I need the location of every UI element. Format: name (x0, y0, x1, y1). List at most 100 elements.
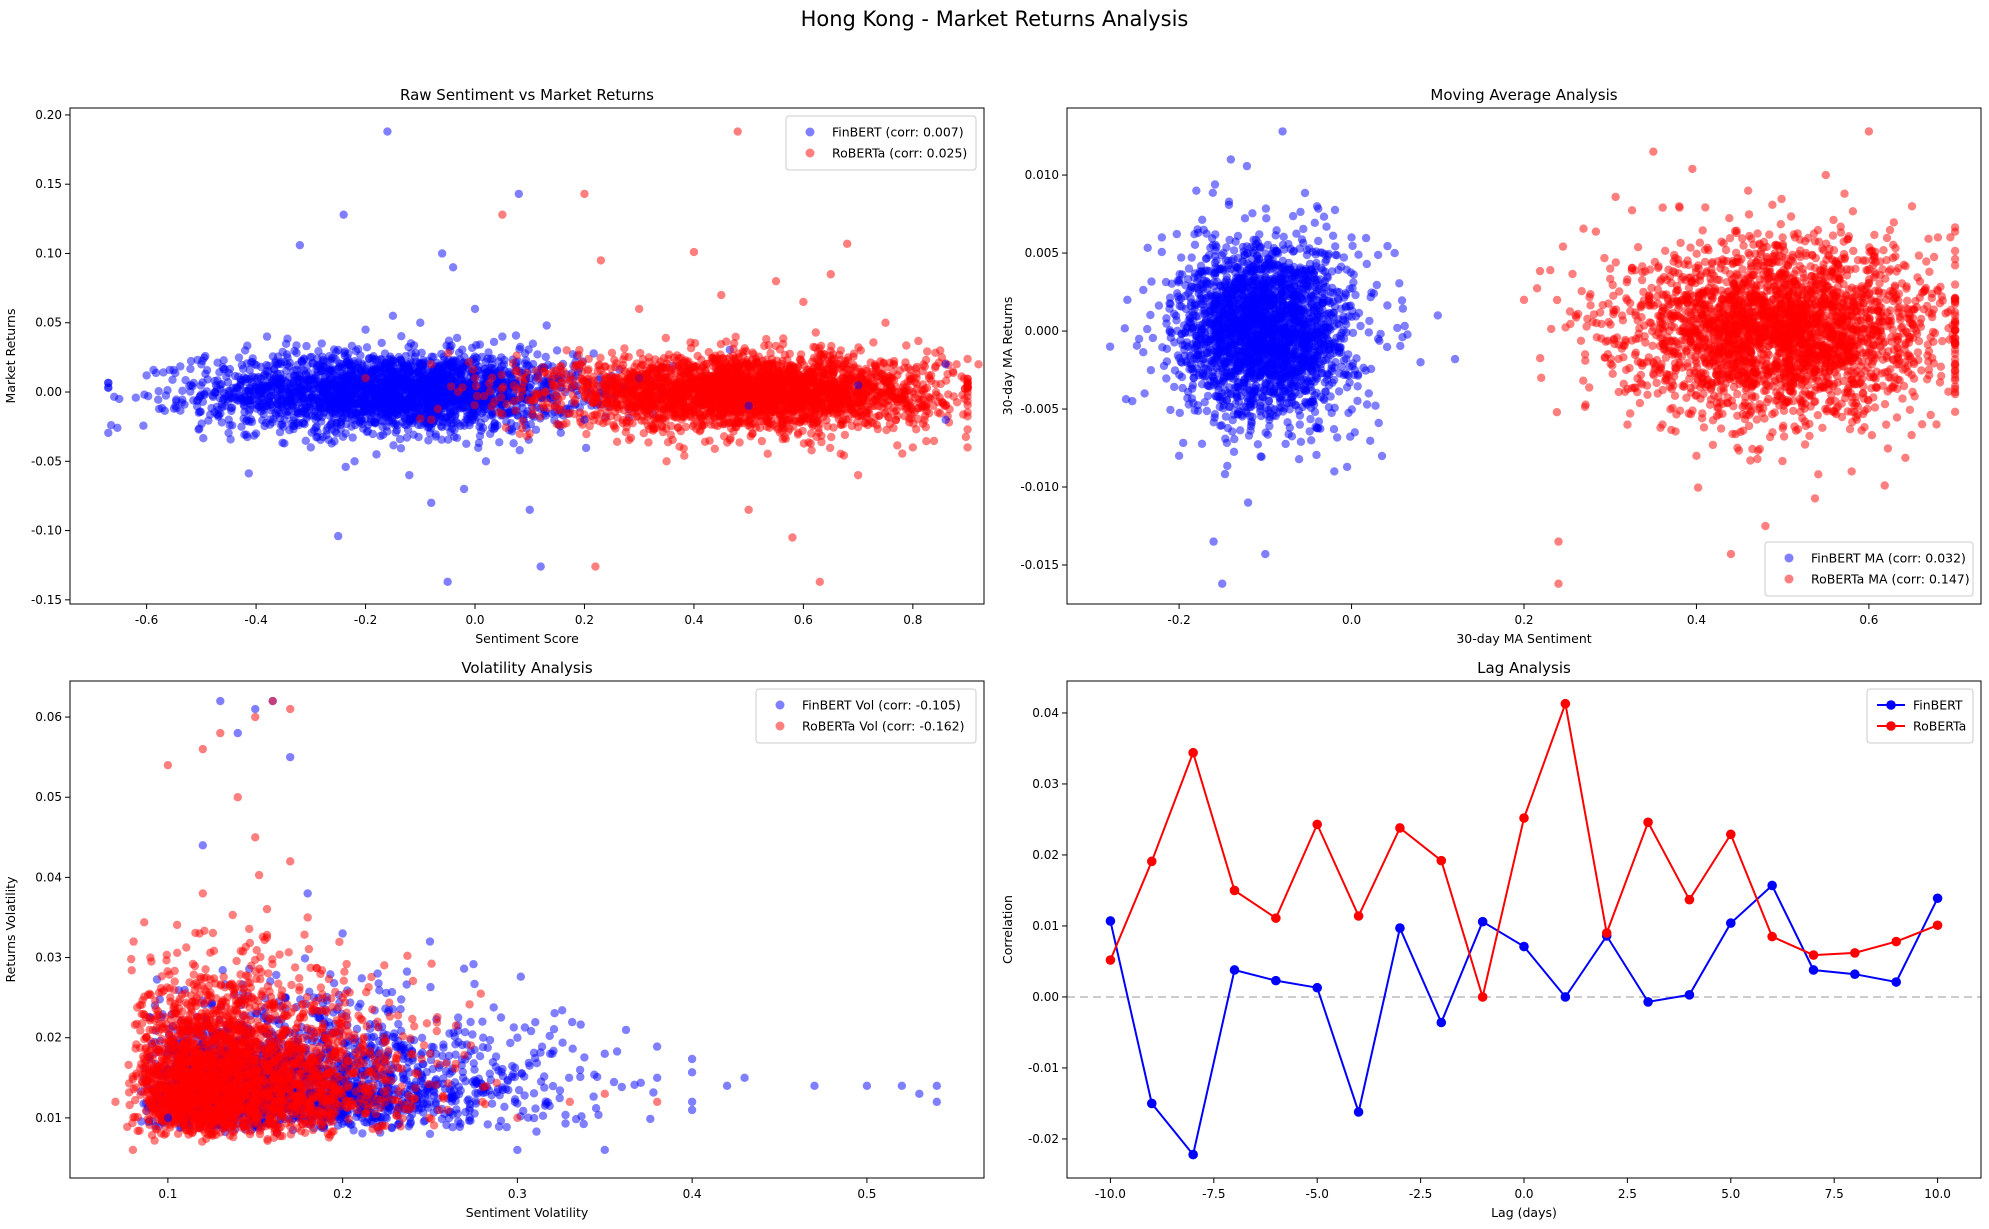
scatter-point (337, 399, 347, 408)
scatter-point (370, 386, 379, 395)
scatter-point (807, 446, 816, 455)
scatter-point (434, 378, 443, 388)
scatter-point (382, 393, 391, 402)
scatter-point (666, 430, 675, 440)
scatter-point (176, 362, 185, 371)
scatter-point (535, 412, 545, 421)
scatter-point (552, 419, 561, 429)
scatter-point (377, 338, 386, 348)
scatter-point (963, 425, 972, 434)
scatter-point (931, 361, 940, 371)
scatter-point (710, 444, 719, 453)
scatter-point (902, 341, 911, 350)
scatter-point (422, 396, 432, 405)
scatter-point (332, 418, 341, 428)
scatter-point (457, 396, 466, 405)
scatter-point (355, 392, 365, 401)
scatter-point (402, 433, 412, 442)
scatter-point (576, 360, 585, 369)
scatter-point (840, 430, 850, 440)
scatter-point (699, 361, 708, 370)
scatter-point (398, 374, 407, 384)
scatter-point (225, 364, 235, 374)
scatter-point (490, 397, 499, 406)
scatter-point (292, 371, 301, 380)
scatter-point (197, 419, 206, 428)
scatter-point (626, 433, 636, 442)
scatter-point (104, 428, 113, 438)
scatter-point (163, 386, 172, 395)
scatter-point (495, 438, 504, 447)
scatter-point (502, 400, 512, 409)
scatter-point (528, 410, 537, 419)
scatter-point (436, 421, 446, 431)
scatter-point (775, 345, 785, 354)
scatter-point (489, 337, 499, 347)
scatter-point (384, 355, 394, 364)
scatter-point (377, 404, 387, 413)
scatter-point (417, 348, 426, 357)
scatter-point (589, 349, 598, 358)
scatter-point (585, 421, 594, 431)
scatter-point (243, 386, 253, 396)
scatter-point (726, 433, 735, 443)
scatter-point (302, 341, 311, 351)
scatter-point (446, 427, 455, 437)
scatter-point (512, 351, 521, 360)
scatter-point (468, 365, 478, 374)
series-0-cloud (104, 321, 734, 478)
scatter-point (329, 345, 339, 354)
scatter-point (793, 430, 803, 439)
scatter-point (328, 366, 338, 375)
scatter-point (311, 415, 320, 424)
scatter-point (511, 331, 521, 340)
scatter-point (446, 382, 456, 391)
scatter-point (509, 439, 518, 448)
scatter-point (511, 406, 520, 415)
scatter-point (462, 439, 471, 448)
scatter-point (223, 378, 233, 387)
scatter-point (674, 423, 683, 432)
scatter-point (542, 321, 551, 330)
scatter-point (261, 418, 271, 427)
scatter-point (396, 444, 406, 453)
scatter-point (524, 395, 533, 405)
scatter-point (285, 379, 295, 389)
scatter-point (362, 343, 372, 352)
scatter-point (486, 429, 495, 439)
scatter-point (447, 419, 456, 429)
scatter-point (277, 401, 286, 411)
scatter-point (246, 358, 256, 367)
scatter-point (481, 357, 490, 367)
scatter-point (925, 394, 934, 403)
scatter-point (929, 401, 938, 410)
scatter-point (452, 433, 462, 443)
scatter-point (906, 374, 915, 384)
scatter-point (347, 365, 356, 375)
scatter-point (811, 328, 820, 337)
scatter-point (584, 365, 593, 374)
scatter-point (912, 379, 922, 389)
scatter-point (817, 437, 826, 447)
scatter-point (113, 423, 122, 432)
scatter-point (257, 395, 266, 405)
scatter-point (827, 432, 836, 442)
scatter-point (262, 372, 272, 381)
scatter-point (371, 418, 380, 427)
scatter-point (299, 366, 308, 375)
scatter-point (509, 381, 519, 390)
scatter-point (432, 370, 441, 380)
scatter-point (355, 417, 364, 426)
scatter-point (104, 383, 113, 393)
scatter-point (368, 408, 377, 417)
scatter-point (280, 415, 289, 425)
scatter-point (588, 381, 597, 390)
scatter-point (340, 348, 349, 358)
scatter-point (716, 418, 725, 428)
scatter-point (335, 362, 344, 372)
scatter-point (477, 426, 486, 435)
series-1-cloud (416, 328, 972, 460)
scatter-point (268, 418, 277, 427)
scatter-point (497, 393, 506, 402)
scatter-point (600, 362, 609, 371)
